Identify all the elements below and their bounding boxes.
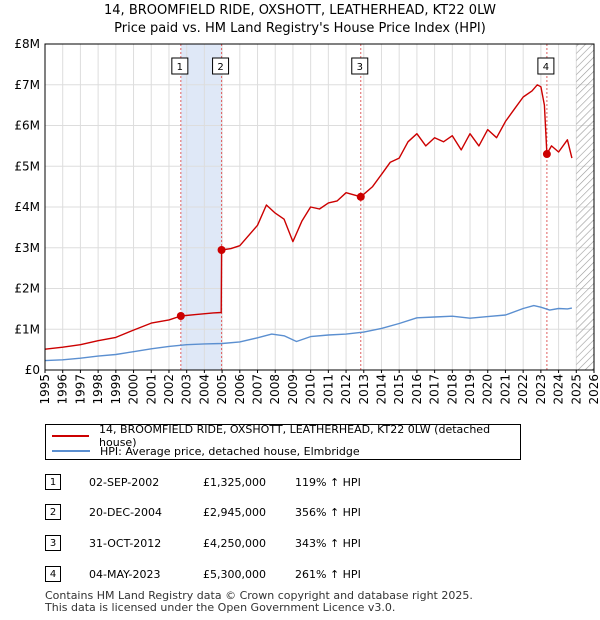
purchase-point xyxy=(217,245,226,254)
row-number: 2 xyxy=(45,504,61,520)
x-tick-label: 2003 xyxy=(180,374,194,405)
x-tick-label: 2017 xyxy=(428,374,442,405)
x-tick-label: 2006 xyxy=(233,374,247,405)
row-date: 31-OCT-2012 xyxy=(89,537,162,550)
x-tick-label: 1995 xyxy=(38,374,52,405)
row-date: 02-SEP-2002 xyxy=(89,476,160,489)
footer-copyright: Contains HM Land Registry data © Crown c… xyxy=(45,589,473,602)
x-tick-label: 2024 xyxy=(552,374,566,405)
x-tick-label: 2018 xyxy=(445,374,459,405)
table-row: 3 31-OCT-2012 £4,250,000 343% ↑ HPI xyxy=(45,535,465,553)
x-tick-label: 2013 xyxy=(357,374,371,405)
y-tick-label: £8M xyxy=(14,37,40,51)
hpi-line xyxy=(44,304,573,362)
row-number: 4 xyxy=(45,566,61,582)
row-price: £4,250,000 xyxy=(203,537,266,550)
x-tick-label: 2021 xyxy=(498,374,512,405)
footer: Contains HM Land Registry data © Crown c… xyxy=(45,590,473,614)
purchase-marker-label: 4 xyxy=(543,62,549,73)
x-tick-label: 1997 xyxy=(73,374,87,405)
x-tick-label: 2005 xyxy=(215,374,229,405)
purchase-point xyxy=(356,192,365,201)
y-tick-label: £5M xyxy=(14,159,40,173)
purchase-marker-box xyxy=(171,57,189,75)
legend-item-property: 14, BROOMFIELD RIDE, OXSHOTT, LEATHERHEA… xyxy=(52,423,520,449)
legend-item-hpi: HPI: Average price, detached house, Elmb… xyxy=(52,443,360,459)
y-tick-label: £4M xyxy=(14,200,40,214)
x-tick-label: 2023 xyxy=(534,374,548,405)
legend: 14, BROOMFIELD RIDE, OXSHOTT, LEATHERHEA… xyxy=(45,423,521,460)
chart-subtitle: Price paid vs. HM Land Registry's House … xyxy=(114,21,486,36)
purchase-point xyxy=(176,312,185,321)
x-tick-label: 2019 xyxy=(463,374,477,405)
y-tick-label: £3M xyxy=(14,241,40,255)
x-tick-label: 2002 xyxy=(162,374,176,405)
property-price-line xyxy=(44,84,573,350)
price-chart: 1 2 3 4 £0 £1M £2M £3M £4M £5M £6M £7M £8M 1995 1996… xyxy=(14,37,600,405)
purchase-point xyxy=(542,150,551,159)
purchase-marker-box xyxy=(212,57,230,75)
y-tick-label: £1M xyxy=(14,322,40,336)
x-tick-label: 2001 xyxy=(144,374,158,405)
x-tick-label: 2007 xyxy=(251,374,265,405)
x-tick-label: 1999 xyxy=(109,374,123,405)
x-tick-label: 1998 xyxy=(91,374,105,405)
row-number: 1 xyxy=(45,474,61,490)
row-price: £5,300,000 xyxy=(203,568,266,581)
x-tick-label: 2008 xyxy=(268,374,282,405)
purchase-marker-box xyxy=(537,57,555,75)
row-price: £2,945,000 xyxy=(203,506,266,519)
y-tick-label: £2M xyxy=(14,282,40,296)
row-number: 3 xyxy=(45,535,61,551)
footer-licence: This data is licensed under the Open Gov… xyxy=(45,601,396,614)
x-tick-label: 2012 xyxy=(339,374,353,405)
legend-label-hpi: HPI: Average price, detached house, Elmb… xyxy=(100,444,360,458)
row-hpi: 356% ↑ HPI xyxy=(295,506,361,519)
row-date: 04-MAY-2023 xyxy=(89,568,161,581)
y-tick-label: £7M xyxy=(14,78,40,92)
row-hpi: 343% ↑ HPI xyxy=(295,537,361,550)
purchase-marker-label: 3 xyxy=(357,62,363,73)
forecast-hatch xyxy=(576,44,594,370)
x-tick-label: 2009 xyxy=(286,374,300,405)
table-row: 2 20-DEC-2004 £2,945,000 356% ↑ HPI xyxy=(45,504,465,522)
x-tick-label: 2010 xyxy=(304,374,318,405)
table-row: 1 02-SEP-2002 £1,325,000 119% ↑ HPI xyxy=(45,474,465,492)
row-hpi: 261% ↑ HPI xyxy=(295,568,361,581)
x-tick-label: 2022 xyxy=(516,374,530,405)
x-tick-label: 2015 xyxy=(392,374,406,405)
plot-frame xyxy=(44,43,595,371)
x-tick-label: 2011 xyxy=(321,374,335,405)
x-tick-label: 2000 xyxy=(127,374,141,405)
row-hpi: 119% ↑ HPI xyxy=(295,476,361,489)
y-tick-label: £0 xyxy=(25,363,40,377)
legend-swatch-property xyxy=(52,435,90,437)
x-tick-label: 2025 xyxy=(569,374,583,405)
table-row: 4 04-MAY-2023 £5,300,000 261% ↑ HPI xyxy=(45,566,465,584)
row-price: £1,325,000 xyxy=(203,476,266,489)
purchase-marker-label: 2 xyxy=(217,62,223,73)
chart-title: 14, BROOMFIELD RIDE, OXSHOTT, LEATHERHEA… xyxy=(104,3,496,18)
x-tick-label: 2020 xyxy=(481,374,495,405)
x-tick-label: 2026 xyxy=(587,374,600,405)
x-tick-label: 1996 xyxy=(56,374,70,405)
row-date: 20-DEC-2004 xyxy=(89,506,163,519)
x-tick-label: 2004 xyxy=(197,374,211,405)
purchase-marker-label: 1 xyxy=(177,62,183,73)
x-tick-label: 2014 xyxy=(374,374,388,405)
purchase-marker-box xyxy=(351,57,369,75)
x-tick-label: 2016 xyxy=(410,374,424,405)
legend-swatch-hpi xyxy=(52,450,90,452)
y-tick-label: £6M xyxy=(14,119,40,133)
legend-label-property: 14, BROOMFIELD RIDE, OXSHOTT, LEATHERHEA… xyxy=(99,423,491,449)
